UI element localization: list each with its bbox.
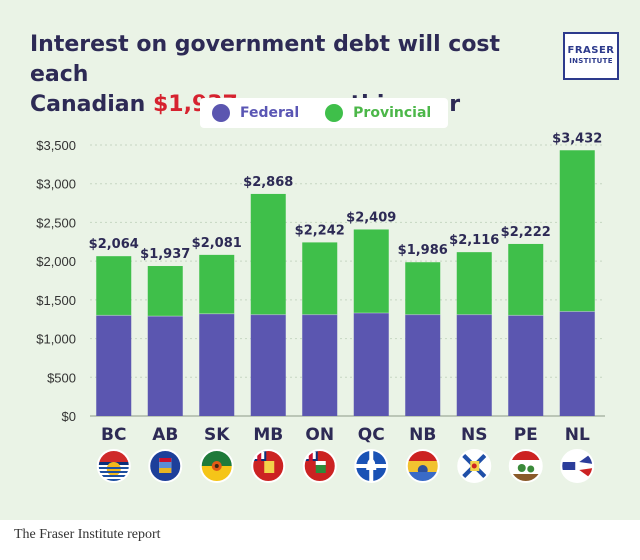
x-tick-label: MB — [253, 425, 283, 445]
y-tick-label: $3,500 — [36, 138, 76, 153]
flag-pe-icon — [508, 449, 543, 483]
bar-provincial-on — [302, 242, 338, 315]
bar-total-label: $2,081 — [192, 236, 242, 251]
bar-total-label: $3,432 — [552, 131, 602, 146]
logo-line-1: FRASER — [567, 45, 615, 56]
bar-provincial-nl — [559, 150, 595, 312]
x-tick-label: NS — [461, 425, 487, 445]
bar-total-label: $1,937 — [140, 247, 190, 262]
bar-total-label: $2,222 — [501, 225, 551, 240]
bar-total-label: $2,409 — [346, 210, 396, 225]
bar-federal-pe — [508, 315, 544, 416]
legend-item-provincial: Provincial — [325, 104, 431, 122]
bar-total-label: $2,116 — [449, 233, 499, 248]
bar-federal-mb — [250, 314, 286, 416]
bar-provincial-pe — [508, 243, 544, 316]
flag-nl-icon — [560, 449, 595, 483]
bar-chart: $0 $500 $1,000 $1,500 $2,000 $2,500 $3,000 $3,5… — [36, 131, 605, 483]
chart-legend: Federal Provincial — [200, 98, 448, 128]
legend-swatch-federal — [212, 104, 230, 122]
bar-total-label: $2,868 — [243, 175, 293, 190]
legend-swatch-provincial — [325, 104, 344, 122]
x-tick-label: NB — [409, 425, 436, 445]
flag-on-icon — [302, 449, 337, 483]
y-tick-label: $1,500 — [36, 293, 76, 308]
x-tick-label: PE — [514, 425, 538, 445]
bar-total-label: $2,064 — [89, 237, 139, 252]
source-caption: The Fraser Institute report — [14, 527, 161, 542]
x-tick-label: NL — [565, 425, 590, 445]
flag-sk-icon — [199, 449, 234, 483]
y-tick-label: $3,000 — [36, 177, 76, 192]
logo-line-2: INSTITUTE — [569, 57, 613, 65]
bar-provincial-ns — [456, 252, 492, 315]
bar-federal-nb — [405, 314, 441, 416]
flag-mb-icon — [251, 449, 286, 483]
y-tick-label: $500 — [47, 370, 76, 385]
bar-federal-on — [302, 314, 338, 416]
legend-label-federal: Federal — [240, 105, 300, 121]
bar-provincial-sk — [199, 254, 235, 314]
flag-ab-icon — [148, 449, 183, 483]
flag-qc-icon — [354, 449, 389, 483]
bar-federal-ns — [456, 314, 492, 416]
y-tick-label: $2,000 — [36, 254, 76, 269]
flag-nb-icon — [405, 449, 440, 483]
flag-ns-icon — [457, 449, 492, 483]
bar-provincial-qc — [353, 229, 389, 314]
bar-federal-nl — [559, 311, 595, 416]
x-tick-label: QC — [358, 425, 385, 445]
bar-total-label: $1,986 — [398, 243, 448, 258]
x-tick-label: SK — [204, 425, 230, 445]
bar-federal-qc — [353, 313, 389, 416]
bar-provincial-bc — [96, 256, 132, 316]
bar-federal-bc — [96, 315, 132, 416]
legend-label-provincial: Provincial — [353, 105, 432, 121]
title-line-1: Interest on government debt will cost ea… — [30, 32, 501, 87]
flag-bc-icon — [96, 449, 131, 483]
bar-provincial-nb — [405, 262, 441, 315]
y-tick-label: $0 — [62, 409, 76, 424]
x-tick-label: ON — [305, 425, 334, 445]
bar-total-label: $2,242 — [295, 223, 345, 238]
x-tick-label: AB — [152, 425, 178, 445]
y-tick-label: $1,000 — [36, 332, 76, 347]
y-tick-label: $2,500 — [36, 215, 76, 230]
fraser-institute-logo: FRASER INSTITUTE — [563, 32, 619, 80]
title-line-2-prefix: Canadian — [30, 92, 146, 117]
bar-provincial-mb — [250, 193, 286, 315]
bar-federal-sk — [199, 313, 235, 416]
legend-item-federal: Federal — [212, 104, 299, 122]
bar-federal-ab — [147, 316, 183, 416]
bar-provincial-ab — [147, 266, 183, 317]
x-tick-label: BC — [101, 425, 126, 445]
